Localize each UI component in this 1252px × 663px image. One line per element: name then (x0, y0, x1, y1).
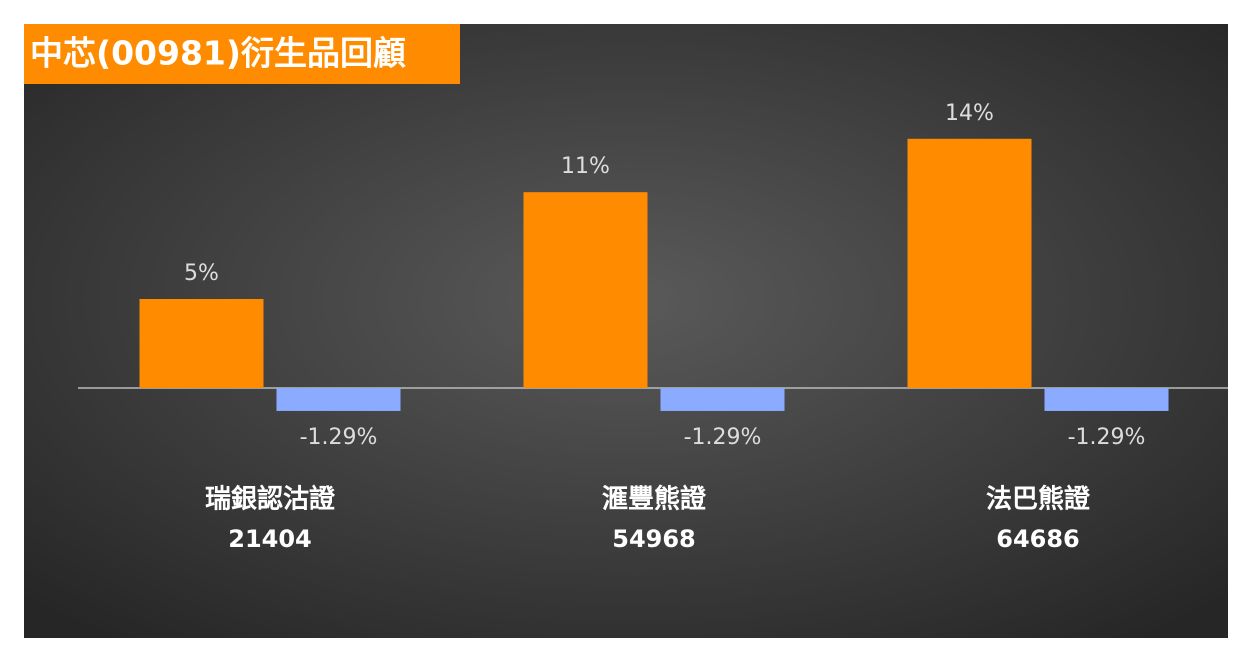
bar (907, 138, 1032, 388)
value-label: 14% (945, 101, 994, 126)
category-label: 瑞銀認沽證 (205, 484, 336, 515)
bar (660, 388, 785, 411)
category-code: 54968 (612, 525, 696, 553)
bar (276, 388, 401, 411)
bar (1044, 388, 1169, 411)
category-code: 21404 (228, 525, 312, 553)
value-label: -1.29% (300, 425, 378, 450)
value-label: -1.29% (1068, 425, 1146, 450)
title-box (24, 24, 460, 84)
value-label: 5% (184, 261, 219, 286)
bar (139, 299, 264, 388)
value-label: -1.29% (684, 425, 762, 450)
chart-title: 中芯(00981)衍生品回顧 (30, 34, 406, 73)
category-label: 法巴熊證 (986, 484, 1091, 515)
bar (523, 192, 648, 388)
value-label: 11% (561, 154, 610, 179)
category-code: 64686 (996, 525, 1080, 553)
category-label: 滙豐熊證 (602, 484, 707, 515)
